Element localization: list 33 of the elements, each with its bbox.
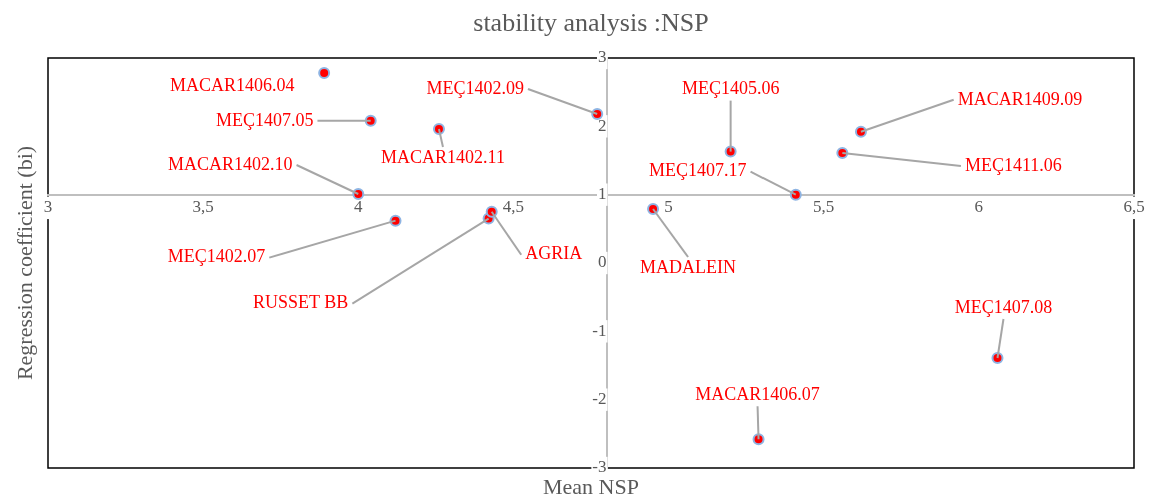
x-tick-label: 4,5	[502, 197, 525, 217]
x-tick-label: 6	[974, 197, 984, 217]
point	[318, 67, 331, 80]
y-tick-label: -3	[592, 457, 607, 477]
x-tick-label: 5,5	[813, 197, 835, 217]
y-tick-label: 0	[598, 252, 607, 272]
annotation: AGRIA	[525, 243, 583, 264]
x-tick-label: 5	[664, 197, 673, 217]
y-axis-title: Regression coefficient (bi)	[11, 145, 37, 381]
annotation: MACAR1402.10	[168, 153, 293, 174]
x-tick-label: 3,5	[192, 197, 214, 217]
y-tick-label: 3	[598, 47, 607, 67]
y-tick-label: -2	[592, 389, 607, 409]
x-tick-label: 3	[43, 197, 53, 217]
annotation: MEÇ1407.17	[649, 160, 747, 181]
annotation: MEÇ1407.05	[215, 109, 314, 130]
annotation: MACAR1402.11	[381, 146, 505, 167]
annotation: MEÇ1405.06	[681, 78, 780, 99]
annotation: MACAR1406.04	[169, 74, 295, 95]
annotation: MACAR1406.07	[695, 384, 820, 405]
annotation: MEÇ1411.06	[964, 154, 1062, 175]
y-tick-label: -1	[592, 320, 607, 340]
annotation: MACAR1409.09	[957, 88, 1083, 109]
chart-title: stability analysis :NSP	[473, 7, 709, 37]
annotation: MADALEIN	[640, 256, 737, 277]
annotation: MEÇ1407.08	[954, 296, 1053, 317]
y-tick-label: 2	[598, 115, 607, 135]
annotation: MEÇ1402.07	[167, 246, 266, 267]
x-tick-label: 6,5	[1123, 197, 1145, 217]
y-tick-label: 1	[598, 184, 607, 204]
annotation: RUSSET BB	[253, 292, 349, 313]
x-tick-label: 4	[354, 197, 364, 217]
annotation: MEÇ1402.09	[426, 77, 524, 98]
